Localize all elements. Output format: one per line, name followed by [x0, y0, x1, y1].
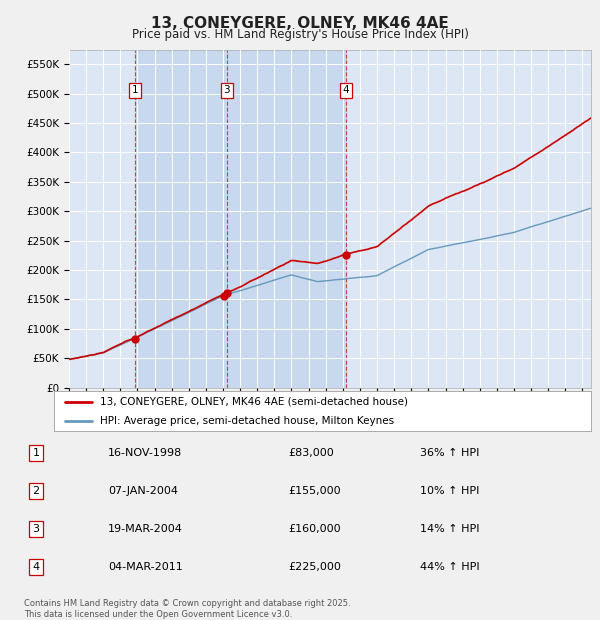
Text: 07-JAN-2004: 07-JAN-2004	[108, 486, 178, 496]
Text: £225,000: £225,000	[288, 562, 341, 572]
Text: 19-MAR-2004: 19-MAR-2004	[108, 524, 183, 534]
Bar	[227, 50, 346, 388]
Text: £155,000: £155,000	[288, 486, 341, 496]
Bar	[136, 50, 227, 388]
Text: HPI: Average price, semi-detached house, Milton Keynes: HPI: Average price, semi-detached house,…	[100, 416, 394, 426]
Text: 16-NOV-1998: 16-NOV-1998	[108, 448, 182, 458]
Text: 1: 1	[132, 85, 139, 95]
Text: 10% ↑ HPI: 10% ↑ HPI	[420, 486, 479, 496]
Text: 14% ↑ HPI: 14% ↑ HPI	[420, 524, 479, 534]
Text: 4: 4	[343, 85, 349, 95]
Text: 13, CONEYGERE, OLNEY, MK46 4AE: 13, CONEYGERE, OLNEY, MK46 4AE	[151, 16, 449, 30]
Text: 2: 2	[32, 486, 40, 496]
Text: £160,000: £160,000	[288, 524, 341, 534]
Text: 3: 3	[32, 524, 40, 534]
Text: 36% ↑ HPI: 36% ↑ HPI	[420, 448, 479, 458]
Text: Contains HM Land Registry data © Crown copyright and database right 2025.
This d: Contains HM Land Registry data © Crown c…	[24, 600, 350, 619]
Text: 44% ↑ HPI: 44% ↑ HPI	[420, 562, 479, 572]
Text: 1: 1	[32, 448, 40, 458]
Text: £83,000: £83,000	[288, 448, 334, 458]
Text: 4: 4	[32, 562, 40, 572]
Text: Price paid vs. HM Land Registry's House Price Index (HPI): Price paid vs. HM Land Registry's House …	[131, 28, 469, 41]
Text: 04-MAR-2011: 04-MAR-2011	[108, 562, 183, 572]
Text: 13, CONEYGERE, OLNEY, MK46 4AE (semi-detached house): 13, CONEYGERE, OLNEY, MK46 4AE (semi-det…	[100, 397, 407, 407]
Text: 3: 3	[223, 85, 230, 95]
